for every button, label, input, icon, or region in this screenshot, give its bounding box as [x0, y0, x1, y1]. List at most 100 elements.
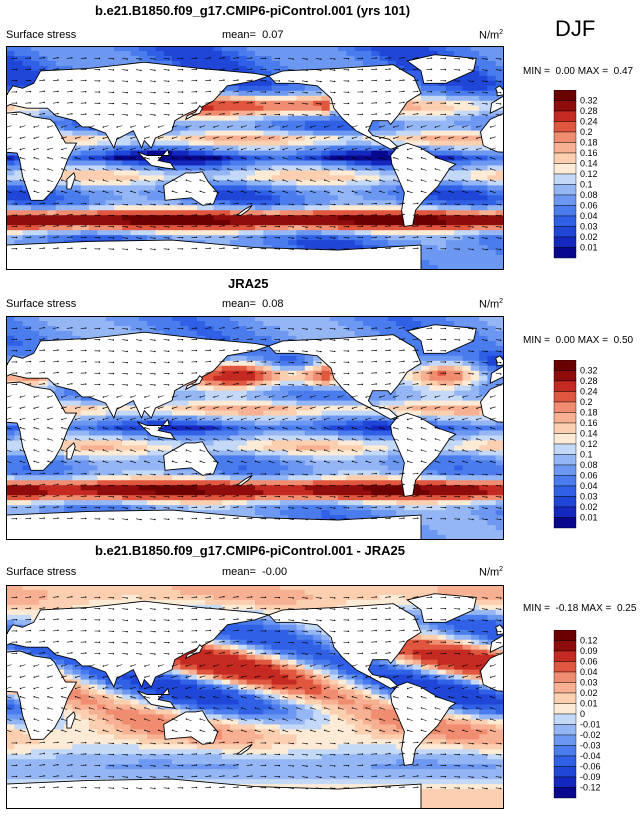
field-cell: [470, 125, 480, 132]
field-cell: [462, 200, 472, 206]
field-cell: [72, 215, 82, 221]
field-cell: [454, 380, 464, 387]
vector-arrow: [172, 147, 178, 150]
vector-head: [47, 190, 49, 192]
vector-head: [98, 113, 101, 116]
vector-arrow: [213, 191, 220, 194]
vector-arrow: [421, 147, 427, 150]
field-cell: [396, 50, 405, 57]
field-cell: [6, 65, 15, 72]
field-cell: [362, 145, 372, 152]
field-cell: [72, 46, 82, 52]
field-cell: [379, 180, 389, 186]
field-cell: [14, 220, 24, 226]
field-cell: [288, 230, 298, 236]
vector-head: [500, 248, 502, 251]
vector-arrow: [296, 136, 303, 139]
field-cell: [279, 370, 289, 377]
vector-head: [126, 103, 128, 105]
field-cell: [379, 185, 389, 191]
field-cell: [396, 235, 405, 241]
vector-arrow: [384, 247, 391, 250]
field-cell: [437, 155, 447, 162]
vector-head: [47, 157, 49, 159]
field-cell: [421, 140, 430, 147]
field-cell: [255, 100, 264, 107]
vector-head: [324, 157, 326, 159]
field-cell: [479, 145, 488, 152]
field-cell: [14, 75, 24, 82]
field-cell: [313, 210, 322, 216]
field-cell: [313, 365, 322, 372]
field-cell: [379, 316, 389, 322]
field-cell: [338, 240, 347, 246]
vector-arrow: [89, 136, 95, 139]
vector-head: [310, 157, 312, 159]
vector-head: [112, 69, 115, 71]
vector-head: [43, 79, 45, 81]
field-cell: [122, 225, 132, 231]
field-cell: [97, 175, 107, 181]
field-cell: [479, 260, 488, 266]
field-cell: [470, 190, 480, 196]
field-cell: [479, 150, 488, 157]
vector-arrow: [122, 114, 128, 116]
field-cell: [97, 185, 107, 191]
field-cell: [321, 180, 331, 186]
vector-arrow: [232, 203, 238, 205]
field-cell: [346, 235, 356, 241]
field-cell: [479, 60, 488, 67]
vector-arrow: [393, 168, 399, 171]
vector-head: [251, 202, 253, 205]
vector-arrow: [310, 191, 316, 194]
vector-head: [320, 204, 322, 206]
field-cell: [338, 170, 347, 177]
field-cell: [404, 115, 414, 122]
field-cell: [470, 225, 480, 231]
field-cell: [6, 375, 15, 382]
field-cell: [255, 320, 264, 327]
field-cell: [188, 55, 198, 62]
field-cell: [338, 165, 347, 172]
field-cell: [22, 70, 32, 77]
vector-arrow: [384, 91, 391, 93]
vector-head: [389, 213, 391, 216]
field-cell: [172, 55, 181, 62]
vector-head: [320, 80, 322, 83]
vector-arrow: [467, 114, 474, 116]
vector-head: [185, 126, 188, 128]
field-cell: [454, 316, 464, 322]
vector-arrow: [149, 69, 155, 71]
field-cell: [113, 50, 123, 57]
field-cell: [462, 195, 472, 201]
field-cell: [221, 180, 231, 186]
field-cell: [138, 205, 148, 211]
field-cell: [479, 365, 488, 372]
vector-arrow: [75, 147, 81, 150]
field-cell: [296, 115, 306, 122]
field-cell: [404, 100, 414, 107]
vector-head: [389, 202, 391, 205]
field-cell: [72, 210, 82, 216]
vector-head: [320, 237, 322, 240]
vector-head: [88, 157, 91, 159]
field-cell: [470, 46, 480, 52]
field-cell: [196, 160, 206, 167]
field-cell: [271, 335, 281, 342]
field-cell: [321, 170, 331, 177]
field-cell: [346, 200, 356, 206]
vector-arrow: [481, 58, 487, 60]
field-cell: [163, 200, 173, 206]
vector-head: [347, 214, 350, 217]
vector-head: [57, 113, 59, 115]
field-cell: [304, 160, 314, 167]
vector-head: [268, 148, 271, 151]
field-cell: [454, 250, 464, 256]
field-cell: [296, 110, 306, 117]
field-cell: [421, 355, 430, 362]
field-cell: [255, 105, 264, 112]
field-cell: [396, 205, 405, 211]
vector-head: [407, 126, 409, 128]
field-cell: [47, 195, 57, 201]
field-cell: [487, 70, 497, 77]
